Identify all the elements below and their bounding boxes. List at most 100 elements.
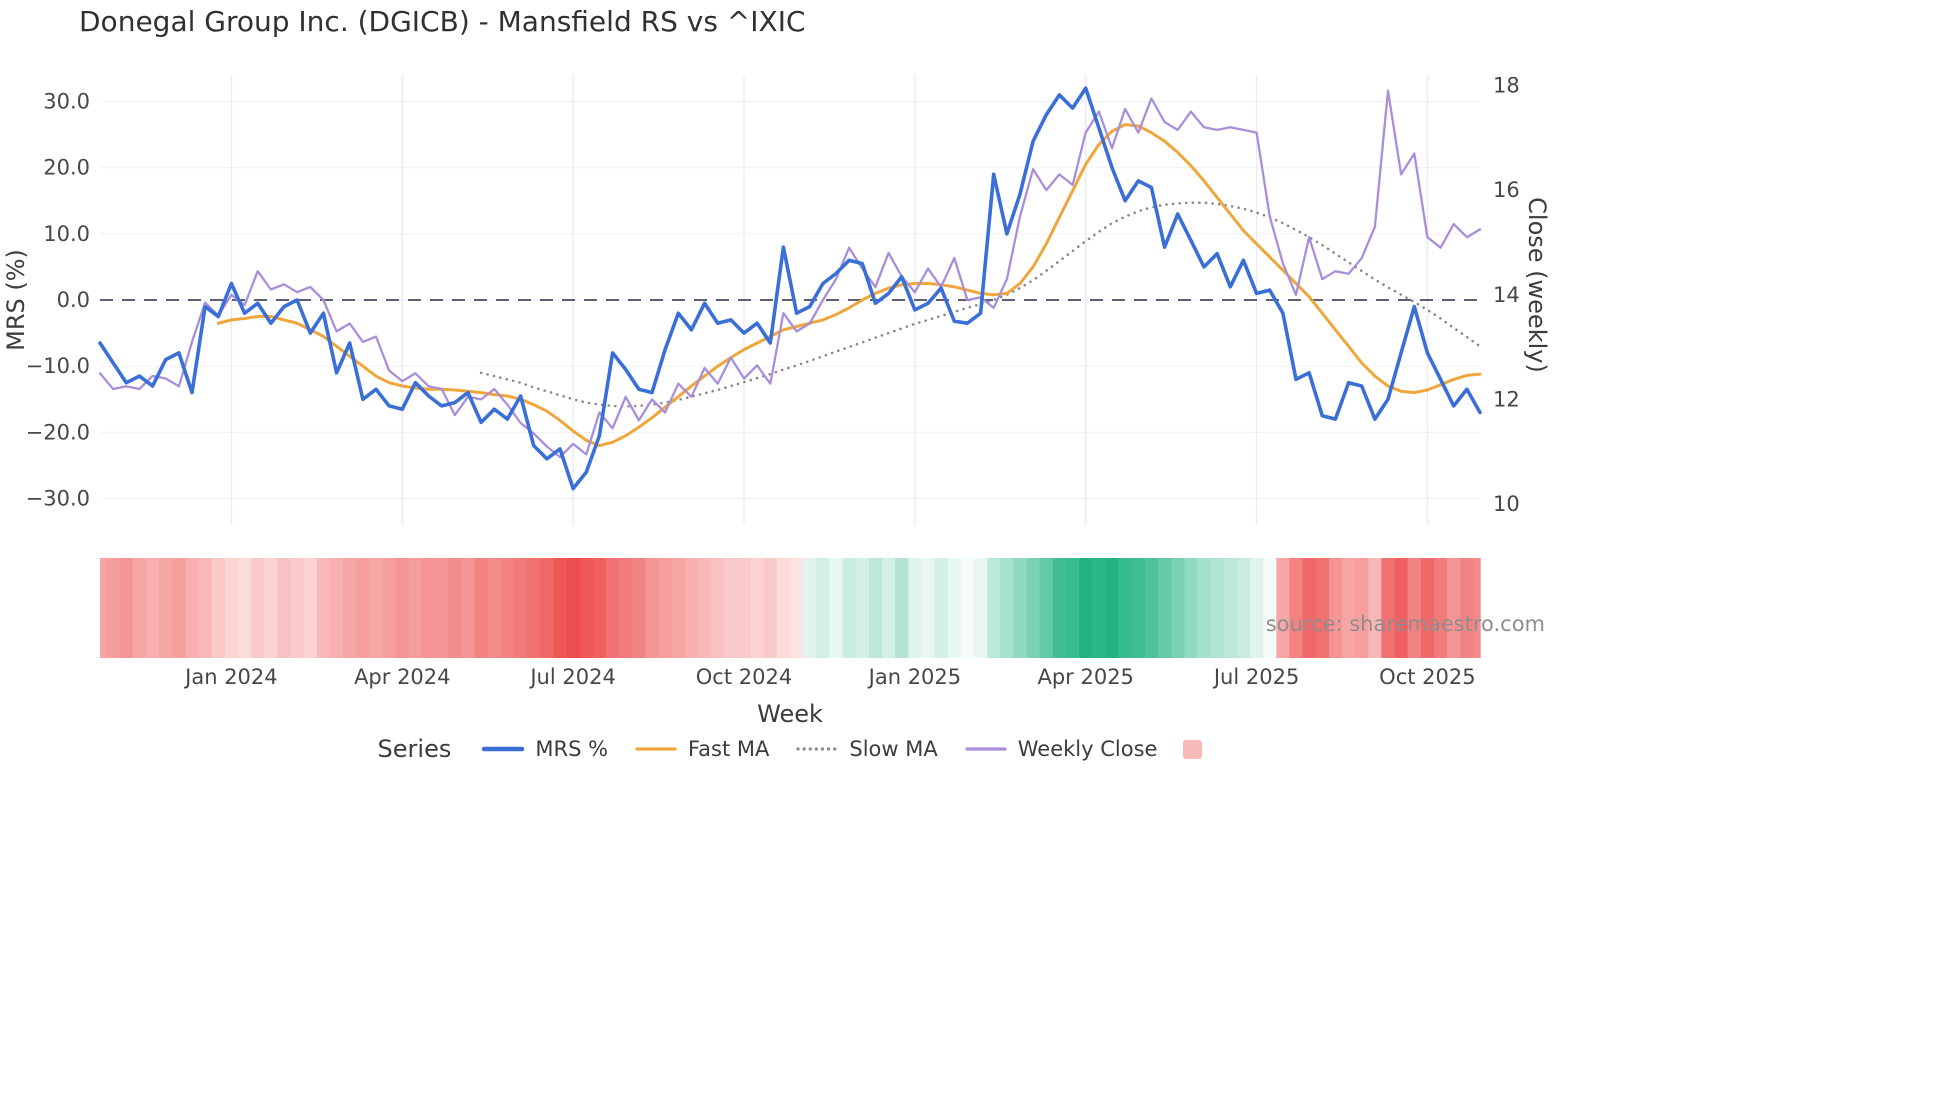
heatmap-cell (1302, 558, 1317, 658)
heatmap-cell (724, 558, 739, 658)
heatmap-cell (238, 558, 252, 658)
series-line-weekly-close (98, 89, 1482, 459)
right-tick-label: 14 (1493, 283, 1520, 307)
heatmap-cell (382, 558, 397, 658)
heatmap-cell (106, 558, 121, 658)
gridlines (100, 75, 1480, 525)
heatmap-cell (159, 558, 173, 658)
legend-item-heatmap-swatch[interactable] (1183, 739, 1203, 759)
legend-item-weekly-close[interactable]: Weekly Close (964, 737, 1158, 761)
heatmap-cell (1158, 558, 1172, 658)
x-tick-label: Jul 2024 (528, 665, 615, 689)
heatmap-cell (474, 558, 489, 658)
heatmap-cell (1105, 558, 1120, 658)
heatmap-cell (934, 558, 949, 658)
right-tick-label: 18 (1493, 74, 1520, 98)
heatmap-cell (1328, 558, 1343, 658)
heatmap-cell (1079, 558, 1093, 658)
heatmap-cell (776, 558, 791, 658)
left-tick-label: −30.0 (26, 487, 90, 511)
heatmap-cell (947, 558, 962, 658)
heatmap-cell (185, 558, 200, 658)
heatmap-cell (698, 558, 712, 658)
heatmap-cell (816, 558, 831, 658)
heatmap-cell (1434, 558, 1448, 658)
heatmap-cell (803, 558, 817, 658)
heatmap-cell (1368, 558, 1383, 658)
legend-item-fast-ma[interactable]: Fast MA (634, 737, 769, 761)
heatmap-cell (100, 558, 108, 658)
heatmap-cell (619, 558, 633, 658)
legend-item-slow-ma[interactable]: Slow MA (795, 737, 938, 761)
heatmap-cell (711, 558, 725, 658)
heatmap-cell (395, 558, 410, 658)
heatmap-cell (1355, 558, 1369, 658)
heatmap-cell (1407, 558, 1422, 658)
legend-item-mrs-[interactable]: MRS % (481, 737, 608, 761)
heatmap-cell (1184, 558, 1199, 658)
heatmap-cell (1473, 558, 1481, 658)
heatmap-cell (132, 558, 147, 658)
legend-item-label: Weekly Close (1017, 737, 1158, 761)
heatmap-cell (1381, 558, 1396, 658)
heatmap-cell (343, 558, 357, 658)
heatmap-cell (1013, 558, 1028, 658)
heatmap-cell (461, 558, 476, 658)
heatmap-cell (1000, 558, 1015, 658)
heatmap-cell (1460, 558, 1475, 658)
heatmap-cell (1250, 558, 1264, 658)
x-tick-label: Oct 2024 (696, 665, 792, 689)
heatmap-cell (1342, 558, 1356, 658)
source-watermark: source: sharemaestro.com (1265, 612, 1545, 636)
heatmap-cell (579, 558, 594, 658)
heatmap-cell (592, 558, 607, 658)
heatmap-cell (277, 558, 292, 658)
heatmap-cell (974, 558, 988, 658)
heatmap-cell (1394, 558, 1409, 658)
heatmap-cell (146, 558, 160, 658)
heatmap-cell (987, 558, 1001, 658)
heatmap-cell (224, 558, 239, 658)
legend-line-sample (965, 747, 1007, 751)
heatmap-cell (422, 558, 436, 658)
heatmap-cell (829, 558, 844, 658)
heatmap-cell (198, 558, 213, 658)
heatmap-cell (487, 558, 502, 658)
legend-item-label: MRS % (535, 737, 609, 761)
heatmap-cell (1039, 558, 1054, 658)
left-tick-label: 10.0 (43, 222, 90, 246)
legend-item-label: Slow MA (849, 737, 938, 761)
heatmap-cell (606, 558, 620, 658)
right-tick-label: 10 (1493, 492, 1520, 516)
heatmap-cell (290, 558, 305, 658)
x-axis-label: Week (757, 700, 823, 728)
heatmap-cell (369, 558, 384, 658)
left-tick-label: 20.0 (43, 156, 90, 180)
left-tick-label: 0.0 (57, 288, 90, 312)
heatmap-cell (658, 558, 673, 658)
legend: Series MRS % Fast MA Slow MA Weekly Close (0, 735, 1580, 763)
x-tick-label: Jan 2025 (867, 665, 962, 689)
series-line-mrs- (98, 86, 1482, 491)
x-tick-label: Jul 2025 (1212, 665, 1299, 689)
heatmap-cell (1052, 558, 1067, 658)
x-tick-label: Apr 2025 (1037, 665, 1133, 689)
right-tick-label: 12 (1493, 387, 1520, 411)
left-tick-label: −10.0 (26, 354, 90, 378)
legend-item-label: Fast MA (688, 737, 770, 761)
right-tick-label: 16 (1493, 178, 1520, 202)
heatmap-cell (303, 558, 318, 658)
heatmap-cell (1263, 558, 1277, 658)
heatmap-cell (264, 558, 279, 658)
heatmap-cell (1210, 558, 1225, 658)
heatmap-cell (1066, 558, 1080, 658)
heatmap-cell (330, 558, 344, 658)
heatmap-cell (448, 558, 463, 658)
left-tick-label: 30.0 (43, 90, 90, 114)
heatmap-cell (1447, 558, 1461, 658)
heatmap-cell (1171, 558, 1185, 658)
heatmap-cell (1276, 558, 1291, 658)
heatmap-cell (553, 558, 568, 658)
heatmap-cell (1315, 558, 1330, 658)
x-tick-label: Oct 2025 (1379, 665, 1475, 689)
